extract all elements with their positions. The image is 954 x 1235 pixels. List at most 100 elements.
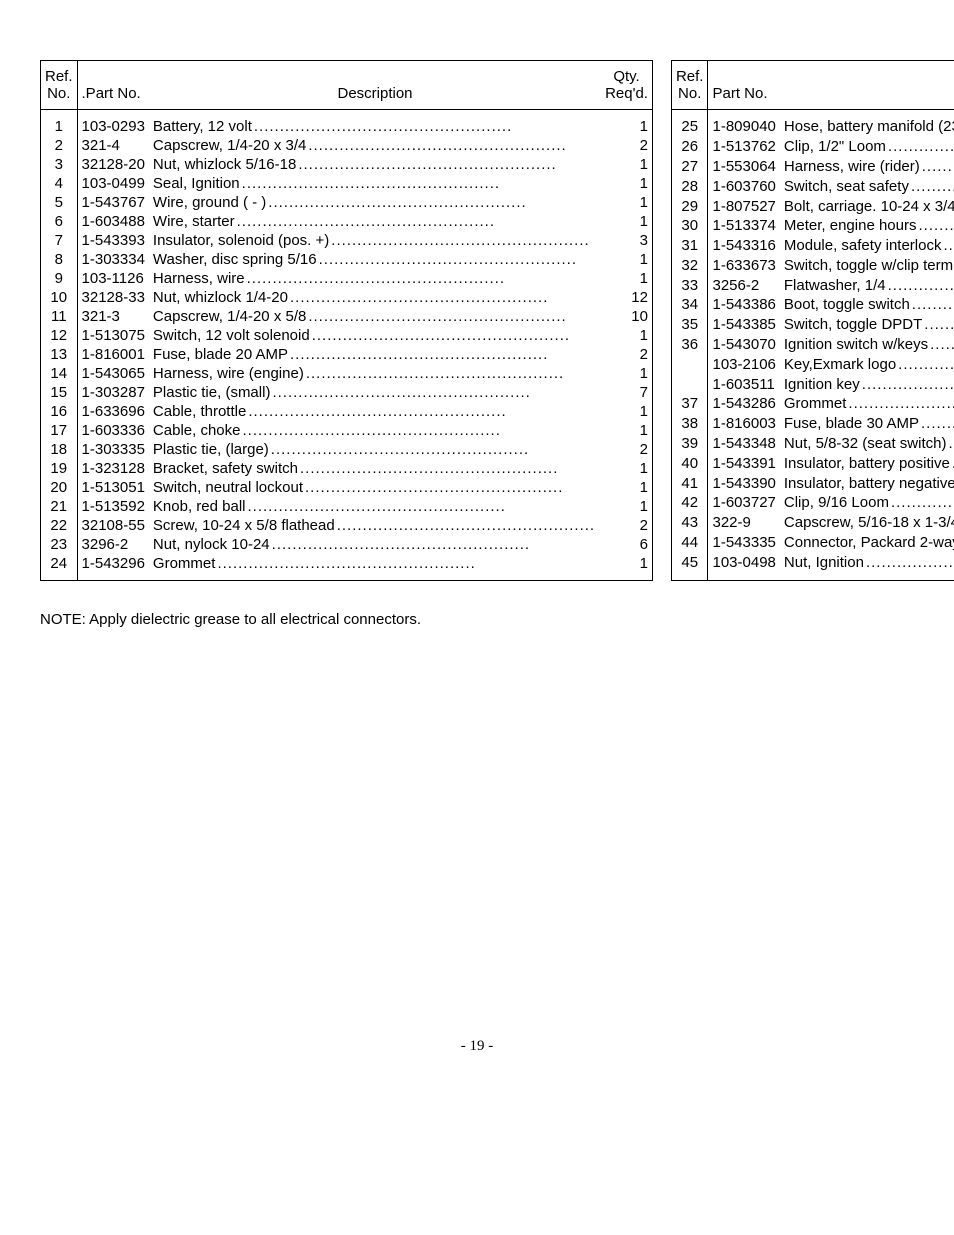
note-text: NOTE: Apply dielectric grease to all ele…	[40, 611, 914, 628]
ref-no-cell: 15	[41, 383, 78, 402]
part-no-cell: 3256-2	[708, 276, 780, 296]
qty-cell: 1	[601, 193, 652, 212]
parts-tables-container: Ref.No. .Part No. Description Qty.Req'd.…	[40, 60, 914, 581]
qty-cell: 2	[601, 345, 652, 364]
qty-cell: 1	[601, 554, 652, 581]
description-cell: Capscrew, 1/4-20 x 3/4..................…	[149, 136, 601, 155]
part-no-cell: 1-543335	[708, 533, 780, 553]
table-row: 171-603336Cable, choke..................…	[41, 421, 653, 440]
ref-no-cell: 40	[671, 454, 708, 474]
part-no-cell: 1-553064	[708, 157, 780, 177]
description-cell: Nut, 5/8-32 (seat switch)...............…	[780, 434, 954, 454]
table-row: 43322-9Capscrew, 5/16-18 x 1-3/4........…	[671, 513, 954, 533]
description-cell: Washer, disc spring 5/16................…	[149, 250, 601, 269]
description-cell: Switch, toggle w/clip term..............…	[780, 256, 954, 276]
qty-cell: 6	[601, 535, 652, 554]
table-row: 261-513762Clip, 1/2" Loom...............…	[671, 137, 954, 157]
qty-cell: 2	[601, 516, 652, 535]
description-cell: Plastic tie, (large)....................…	[149, 440, 601, 459]
qty-cell: 1	[601, 269, 652, 288]
qty-cell: 1	[601, 155, 652, 174]
ref-no-cell: 22	[41, 516, 78, 535]
part-no-cell: 1-513051	[77, 478, 149, 497]
part-no-cell: 1-513075	[77, 326, 149, 345]
ref-no-cell: 45	[671, 553, 708, 581]
ref-no-cell: 26	[671, 137, 708, 157]
part-no-cell: 1-543316	[708, 236, 780, 256]
description-cell: Wire, starter...........................…	[149, 212, 601, 231]
part-no-cell: 321-4	[77, 136, 149, 155]
part-no-cell: 32108-55	[77, 516, 149, 535]
description-cell: Key,Exmark logo.........................…	[780, 355, 954, 375]
qty-cell: 1	[601, 212, 652, 231]
table-row: 251-809040Hose, battery manifold (23")..…	[671, 110, 954, 138]
part-no-cell: 1-543767	[77, 193, 149, 212]
ref-no-cell: 43	[671, 513, 708, 533]
description-cell: Nut, Ignition...........................…	[780, 553, 954, 581]
part-no-cell: 322-9	[708, 513, 780, 533]
part-no-cell: 1-809040	[708, 110, 780, 138]
qty-cell: 2	[601, 440, 652, 459]
ref-no-cell: 18	[41, 440, 78, 459]
header-ref-no: Ref.No.	[41, 61, 78, 110]
part-no-cell: 1-543348	[708, 434, 780, 454]
qty-cell: 1	[601, 459, 652, 478]
header-qty: Qty.Req'd.	[601, 61, 652, 110]
part-no-cell: 1-543390	[708, 474, 780, 494]
header-part-no: .Part No.	[77, 61, 149, 110]
ref-no-cell: 10	[41, 288, 78, 307]
part-no-cell: 32128-33	[77, 288, 149, 307]
qty-cell: 1	[601, 110, 652, 137]
part-no-cell: 1-303334	[77, 250, 149, 269]
description-cell: Wire, ground ( - )......................…	[149, 193, 601, 212]
qty-cell: 1	[601, 478, 652, 497]
description-cell: Switch, 12 volt solenoid................…	[149, 326, 601, 345]
header-description: Description	[149, 61, 601, 110]
description-cell: Harness, wire...........................…	[149, 269, 601, 288]
ref-no-cell: 27	[671, 157, 708, 177]
description-cell: Insulator, battery negative.............…	[780, 474, 954, 494]
description-cell: Connector, Packard 2-way................…	[780, 533, 954, 553]
table-row: 131-816001Fuse, blade 20 AMP............…	[41, 345, 653, 364]
table-row: 241-543296Grommet.......................…	[41, 554, 653, 581]
qty-cell: 12	[601, 288, 652, 307]
ref-no-cell: 42	[671, 493, 708, 513]
ref-no-cell: 8	[41, 250, 78, 269]
part-no-cell: 1-513374	[708, 216, 780, 236]
table-row: 233296-2Nut, nylock 10-24...............…	[41, 535, 653, 554]
header-part-no: Part No.	[708, 61, 780, 110]
part-no-cell: 1-543393	[77, 231, 149, 250]
description-cell: Clip, 9/16 Loom.........................…	[780, 493, 954, 513]
table-row: 121-513075Switch, 12 volt solenoid......…	[41, 326, 653, 345]
part-no-cell: 1-633673	[708, 256, 780, 276]
table-row: 332128-20Nut, whizlock 5/16-18..........…	[41, 155, 653, 174]
ref-no-cell	[671, 355, 708, 375]
ref-no-cell: 6	[41, 212, 78, 231]
table-row: 2232108-55Screw, 10-24 x 5/8 flathead...…	[41, 516, 653, 535]
table-row: 1-603511Ignition key....................…	[671, 375, 954, 395]
description-cell: Fuse, blade 20 AMP......................…	[149, 345, 601, 364]
table-row: 103-2106Key,Exmark logo.................…	[671, 355, 954, 375]
ref-no-cell: 11	[41, 307, 78, 326]
ref-no-cell: 7	[41, 231, 78, 250]
table-row: 141-543065Harness, wire (engine)........…	[41, 364, 653, 383]
table-row: 371-543286Grommet.......................…	[671, 394, 954, 414]
description-cell: Grommet.................................…	[780, 394, 954, 414]
description-cell: Meter, engine hours.....................…	[780, 216, 954, 236]
table-row: 333256-2Flatwasher, 1/4.................…	[671, 276, 954, 296]
description-cell: Bracket, safety switch..................…	[149, 459, 601, 478]
ref-no-cell: 16	[41, 402, 78, 421]
part-no-cell: 1-816001	[77, 345, 149, 364]
ref-no-cell: 3	[41, 155, 78, 174]
table-row: 341-543386Boot, toggle switch...........…	[671, 295, 954, 315]
description-cell: Nut, nylock 10-24.......................…	[149, 535, 601, 554]
ref-no-cell: 30	[671, 216, 708, 236]
ref-no-cell: 25	[671, 110, 708, 138]
description-cell: Cable, choke............................…	[149, 421, 601, 440]
part-no-cell: 321-3	[77, 307, 149, 326]
ref-no-cell: 19	[41, 459, 78, 478]
qty-cell: 7	[601, 383, 652, 402]
part-no-cell: 1-816003	[708, 414, 780, 434]
table-row: 151-303287Plastic tie, (small)..........…	[41, 383, 653, 402]
part-no-cell: 1-633696	[77, 402, 149, 421]
